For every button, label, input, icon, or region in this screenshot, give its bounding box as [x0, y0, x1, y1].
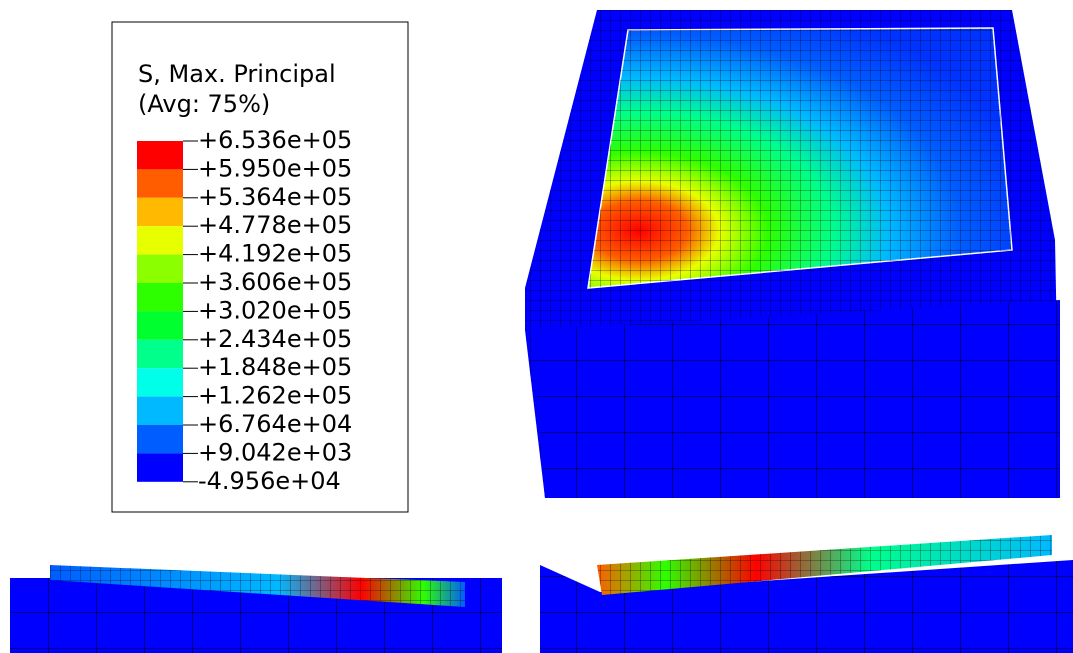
- legend-label: -4.956e+04: [198, 467, 341, 495]
- legend-label: +9.042e+03: [198, 438, 352, 466]
- legend-swatch: [137, 311, 183, 339]
- legend-swatch: [137, 397, 183, 425]
- legend-swatch: [137, 368, 183, 396]
- legend: S, Max. Principal (Avg: 75%) +6.536e+05+…: [112, 22, 408, 512]
- legend-swatch: [137, 198, 183, 226]
- legend-swatch: [137, 453, 183, 481]
- viewport: S, Max. Principal (Avg: 75%) +6.536e+05+…: [0, 0, 1073, 653]
- legend-label: +4.192e+05: [198, 240, 352, 268]
- legend-label: +3.606e+05: [198, 268, 352, 296]
- model-bottom-left: [10, 565, 502, 653]
- legend-swatch: [137, 340, 183, 368]
- legend-swatch: [137, 226, 183, 254]
- legend-label: +3.020e+05: [198, 296, 352, 324]
- legend-swatch: [137, 283, 183, 311]
- legend-label: +5.364e+05: [198, 183, 352, 211]
- legend-label: +1.262e+05: [198, 382, 352, 410]
- legend-swatch: [137, 141, 183, 169]
- legend-swatch: [137, 169, 183, 197]
- legend-swatch: [137, 425, 183, 453]
- legend-subtitle: (Avg: 75%): [138, 90, 270, 118]
- legend-title: S, Max. Principal: [138, 60, 336, 88]
- model-main: [525, 10, 1060, 498]
- legend-label: +6.536e+05: [198, 126, 352, 154]
- legend-label: +2.434e+05: [198, 325, 352, 353]
- legend-label: +5.950e+05: [198, 154, 352, 182]
- legend-label: +6.764e+04: [198, 410, 352, 438]
- legend-label: +1.848e+05: [198, 353, 352, 381]
- legend-swatch: [137, 255, 183, 283]
- model-bottom-right: [540, 535, 1073, 653]
- legend-label: +4.778e+05: [198, 211, 352, 239]
